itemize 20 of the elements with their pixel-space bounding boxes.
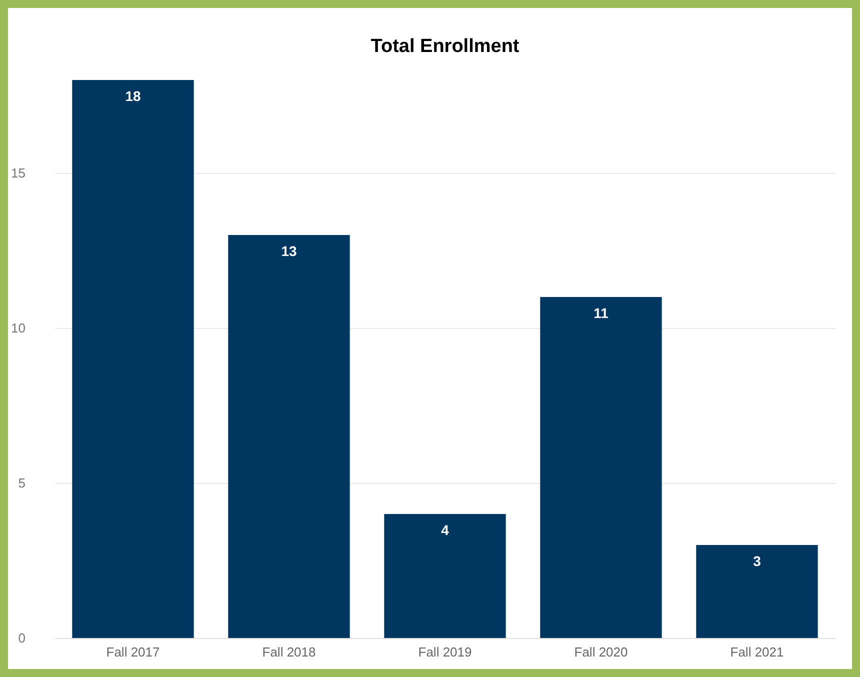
y-tick-label: 10 [11,320,26,336]
data-label: 18 [125,88,141,104]
bar [228,235,350,638]
bar [696,545,818,638]
data-label: 11 [594,305,609,321]
y-tick-label: 15 [11,166,26,180]
y-tick-label: 5 [18,476,26,490]
chart-title: Total Enrollment [370,36,520,57]
bar [384,514,506,638]
data-label: 3 [753,553,762,569]
x-tick-label: Fall 2020 [574,644,628,660]
y-tick-label: 0 [18,630,26,646]
data-label: 13 [281,243,297,259]
x-tick-label: Fall 2018 [262,644,316,660]
bar [540,297,662,638]
x-tick-label: Fall 2017 [106,644,160,660]
x-tick-label: Fall 2019 [418,644,472,660]
data-label: 4 [441,522,450,538]
bar [72,80,194,638]
x-tick-label: Fall 2021 [730,644,784,660]
